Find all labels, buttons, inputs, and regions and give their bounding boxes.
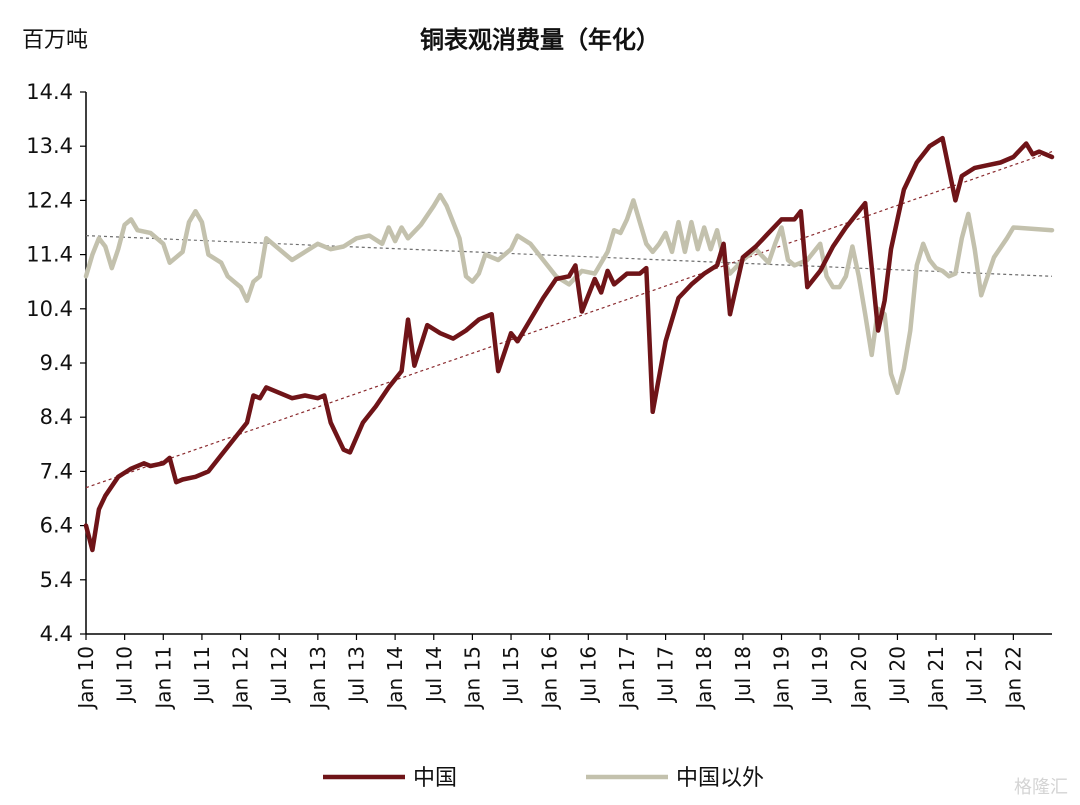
x-tick-label: Jan 12	[229, 646, 253, 711]
y-tick-label: 4.4	[40, 622, 73, 646]
y-tick-label: 8.4	[40, 405, 73, 429]
x-tick-label: Jan 10	[74, 646, 98, 711]
series-line-1	[83, 192, 1055, 396]
y-tick-label: 6.4	[40, 514, 73, 538]
y-tick-label: 13.4	[26, 134, 73, 158]
x-tick-label: Jul 19	[808, 646, 832, 704]
x-tick-label: Jul 11	[190, 646, 214, 704]
trendline-series-0	[85, 151, 1053, 489]
x-tick-label: Jan 14	[383, 646, 407, 711]
x-tick-label: Jul 13	[344, 646, 368, 704]
x-tick-label: Jan 19	[770, 646, 794, 711]
series-line-0	[83, 135, 1055, 553]
legend-label-0: 中国	[413, 766, 457, 791]
x-tick-label: Jul 17	[654, 646, 678, 704]
legend-label-1: 中国以外	[676, 766, 764, 791]
y-tick-label: 9.4	[40, 351, 73, 375]
chart-title: 铜表观消费量（年化）	[420, 26, 660, 54]
y-tick-label: 12.4	[26, 188, 73, 212]
x-tick-label: Jul 15	[499, 646, 523, 704]
trendline-series-1	[85, 235, 1053, 277]
x-tick-label: Jul 10	[113, 646, 137, 704]
x-tick-label: Jan 17	[615, 646, 639, 711]
x-tick-label: Jan 20	[847, 646, 871, 711]
x-tick-label: Jul 16	[576, 646, 600, 704]
y-tick-label: 14.4	[26, 80, 73, 104]
x-tick-label: Jul 20	[885, 646, 909, 704]
unit-label: 百万吨	[22, 28, 89, 53]
y-tick-label: 7.4	[40, 459, 73, 483]
y-tick-label: 10.4	[26, 297, 73, 321]
x-tick-label: Jan 11	[151, 646, 175, 711]
x-tick-label: Jul 18	[731, 646, 755, 704]
y-tick-label: 5.4	[40, 568, 73, 592]
x-tick-label: Jan 18	[692, 646, 716, 711]
x-tick-label: Jan 22	[1001, 646, 1025, 711]
x-tick-label: Jan 21	[924, 646, 948, 711]
x-tick-label: Jul 21	[963, 646, 987, 704]
x-tick-label: Jul 14	[422, 646, 446, 704]
y-tick-label: 11.4	[26, 243, 73, 267]
watermark-text: 格隆汇	[1014, 777, 1068, 798]
x-tick-label: Jan 15	[460, 646, 484, 711]
x-tick-label: Jan 16	[538, 646, 562, 711]
x-tick-label: Jul 12	[267, 646, 291, 704]
x-tick-label: Jan 13	[306, 646, 330, 711]
